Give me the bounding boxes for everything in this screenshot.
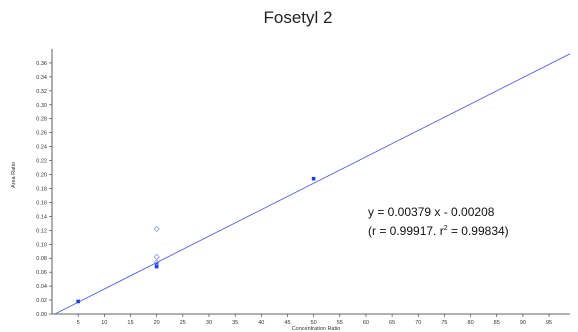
y-tick-label: 0.04 [36, 284, 47, 290]
y-tick-label: 0.02 [36, 298, 47, 304]
regression-line-group [54, 53, 571, 315]
y-tick-label: 0.22 [36, 159, 47, 165]
x-axis-ticks: 5 10 15 20 25 30 35 40 45 50 55 60 65 70 75 80 85 90 95 [77, 314, 552, 326]
data-points [76, 176, 316, 304]
y-axis-label: Area Ratio [11, 162, 17, 188]
data-point [76, 299, 80, 304]
y-tick-label: 0.32 [36, 89, 47, 95]
y-tick-label: 0.08 [36, 256, 47, 262]
x-tick-label: 40 [258, 320, 264, 326]
chart-title: Fosetyl 2 [264, 8, 333, 27]
y-tick-label: 0.12 [36, 228, 47, 234]
data-point-outlier [153, 225, 160, 233]
regression-line [54, 53, 571, 315]
x-tick-label: 95 [546, 320, 552, 326]
y-axis-ticks: 0.00 0.02 0.04 0.06 0.08 0.10 0.12 0.14 0.16 0.18… [36, 61, 52, 318]
y-tick-label: 0.00 [36, 312, 47, 318]
regression-stat-prefix: (r = 0.99917. r [368, 224, 444, 238]
x-tick-label: 70 [415, 320, 421, 326]
data-point [154, 264, 159, 269]
y-tick-label: 0.34 [36, 75, 47, 81]
x-tick-label: 90 [520, 320, 526, 326]
y-tick-label: 0.18 [36, 186, 47, 192]
data-point-outlier [153, 253, 160, 260]
x-tick-label: 25 [180, 320, 186, 326]
x-tick-label: 45 [284, 320, 290, 326]
y-tick-label: 0.14 [36, 214, 47, 220]
y-tick-label: 0.28 [36, 117, 47, 123]
y-tick-label: 0.16 [36, 200, 47, 206]
y-tick-label: 0.26 [36, 131, 47, 137]
plot-area [51, 49, 570, 315]
x-tick-label: 80 [468, 320, 474, 326]
x-tick-label: 65 [389, 320, 395, 326]
x-tick-label: 20 [154, 320, 160, 326]
x-tick-label: 85 [494, 320, 500, 326]
regression-stat-suffix: = 0.99834) [448, 224, 509, 238]
x-tick-label: 35 [232, 320, 238, 326]
x-tick-label: 50 [311, 320, 317, 326]
x-tick-label: 30 [206, 320, 212, 326]
data-point-outlier [153, 259, 160, 266]
x-tick-label: 60 [363, 320, 369, 326]
data-point [311, 176, 316, 181]
regression-statistics: (r = 0.99917. r2 = 0.99834) [368, 224, 509, 238]
y-tick-label: 0.06 [36, 270, 47, 276]
regression-equation: y = 0.00379 x - 0.00208 [368, 205, 495, 219]
y-tick-label: 0.24 [36, 145, 47, 151]
regression-stat-superscript: 2 [444, 225, 448, 232]
y-tick-label: 0.20 [36, 173, 47, 179]
x-tick-label: 75 [441, 320, 447, 326]
x-tick-label: 10 [101, 320, 107, 326]
x-axis-label: Concentration Ratio [292, 326, 341, 332]
x-tick-label: 5 [77, 320, 80, 326]
y-tick-label: 0.10 [36, 242, 47, 248]
x-tick-label: 15 [127, 320, 133, 326]
y-tick-label: 0.30 [36, 103, 47, 109]
x-tick-label: 55 [337, 320, 343, 326]
y-tick-label: 0.36 [36, 61, 47, 67]
